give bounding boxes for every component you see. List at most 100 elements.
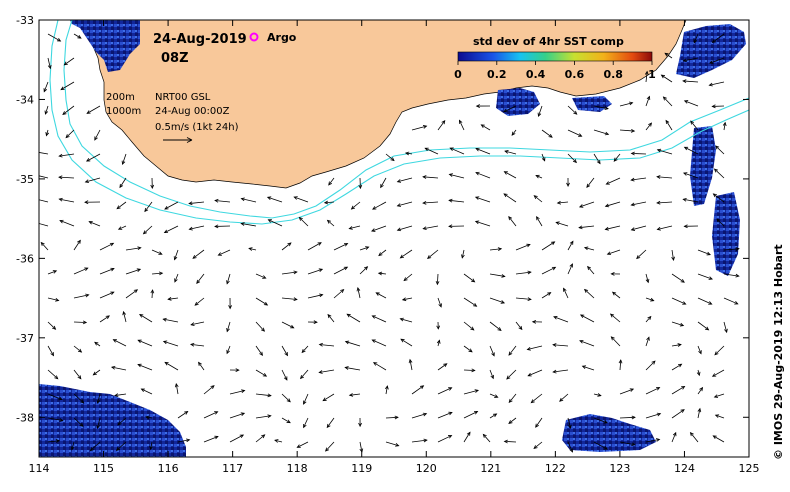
current-vector <box>559 393 569 402</box>
y-tick-label: -34 <box>16 93 34 106</box>
colorbar-tick-label: 1 <box>648 68 656 81</box>
current-vector <box>356 286 361 299</box>
current-vector <box>593 153 601 165</box>
current-vector <box>555 221 569 227</box>
current-vector <box>506 369 517 380</box>
current-vector <box>190 342 205 347</box>
current-vector <box>422 225 439 231</box>
current-vector <box>307 320 318 325</box>
current-vector <box>47 393 63 401</box>
current-vector <box>192 249 205 259</box>
current-vector <box>47 439 61 443</box>
current-vector <box>424 147 439 155</box>
current-vector <box>226 345 231 355</box>
current-vector <box>359 266 369 275</box>
current-vector <box>567 441 573 453</box>
current-vector <box>697 407 702 419</box>
current-vector <box>723 297 739 305</box>
contour-1000m <box>49 20 749 225</box>
current-vector <box>281 369 288 381</box>
current-vector <box>463 273 476 283</box>
current-vector <box>150 177 155 190</box>
current-vector <box>375 292 387 299</box>
current-vector <box>117 225 127 230</box>
current-vector <box>328 177 335 186</box>
current-vector <box>567 240 574 251</box>
sst-patch-e1 <box>690 126 716 206</box>
current-vector <box>535 417 543 428</box>
current-vector <box>610 336 621 347</box>
current-vector <box>85 153 101 162</box>
current-vector <box>400 338 413 347</box>
current-vector <box>115 441 127 451</box>
current-vector <box>671 409 685 419</box>
scale-label: 0.5m/s (1kt 24h) <box>155 122 239 133</box>
current-vector <box>664 52 673 59</box>
current-vector <box>683 100 699 107</box>
current-vector <box>73 320 88 325</box>
x-tick-label: 123 <box>609 462 630 475</box>
current-vector <box>162 317 179 323</box>
current-vector <box>489 297 506 304</box>
current-vector <box>325 441 335 452</box>
y-tick-label: -38 <box>16 411 34 424</box>
current-vector <box>463 297 478 307</box>
current-vector <box>377 271 387 276</box>
current-vector <box>458 119 465 131</box>
current-vector <box>463 368 476 373</box>
current-vector <box>188 201 205 206</box>
current-vector <box>609 313 621 323</box>
current-vector <box>396 201 413 207</box>
current-vector <box>229 434 245 443</box>
current-vector <box>435 273 440 286</box>
current-vector <box>463 431 471 443</box>
current-vector <box>43 81 49 93</box>
current-vector <box>567 153 577 164</box>
current-vector <box>229 389 246 395</box>
current-vector <box>274 439 283 443</box>
current-vector <box>326 417 335 429</box>
current-vector <box>541 266 557 275</box>
current-vector <box>448 198 465 203</box>
current-vector <box>566 177 570 188</box>
current-vector <box>326 219 335 227</box>
current-vector <box>515 297 532 301</box>
current-vector <box>44 105 49 115</box>
current-vector <box>593 105 609 110</box>
y-tick-label: -37 <box>16 332 34 345</box>
current-vector <box>255 273 267 279</box>
current-vector <box>281 242 292 251</box>
current-vector <box>533 441 543 450</box>
current-vector <box>39 175 49 179</box>
current-vector <box>88 220 101 227</box>
x-tick-label: 121 <box>480 462 501 475</box>
current-vector <box>563 287 569 299</box>
current-vector <box>656 225 673 231</box>
current-vector <box>475 171 491 179</box>
current-vector <box>371 339 387 347</box>
colorbar-tick-label: 0 <box>454 68 462 81</box>
current-vector <box>307 242 322 251</box>
current-vector <box>630 177 647 182</box>
current-vector <box>536 215 543 227</box>
current-vector <box>255 297 269 306</box>
current-vector <box>714 345 725 356</box>
current-vector <box>58 153 75 158</box>
current-vector <box>711 104 725 109</box>
current-vector <box>163 225 179 234</box>
current-vector <box>299 369 309 380</box>
x-tick-label: 119 <box>351 462 372 475</box>
colorbar-ticks: 0 0.2 0.4 0.6 0.8 1 <box>454 61 656 81</box>
current-vector <box>378 249 387 257</box>
current-vector <box>474 220 491 227</box>
current-vector <box>380 177 387 189</box>
current-vector <box>715 145 725 155</box>
argo-marker-icon <box>249 32 259 42</box>
current-vector <box>411 412 428 419</box>
current-vector <box>515 270 532 275</box>
current-vector <box>671 385 686 395</box>
current-vector <box>604 225 621 231</box>
current-vector <box>411 125 428 131</box>
current-vector <box>697 321 710 331</box>
current-vector <box>586 177 595 189</box>
